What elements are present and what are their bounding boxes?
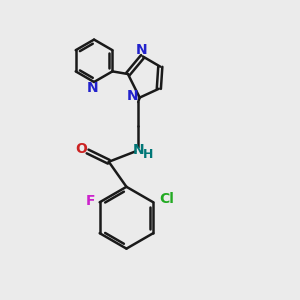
Text: F: F bbox=[86, 194, 96, 208]
Text: O: O bbox=[75, 142, 87, 156]
Text: N: N bbox=[87, 82, 98, 95]
Text: N: N bbox=[135, 43, 147, 57]
Text: N: N bbox=[132, 143, 144, 157]
Text: H: H bbox=[142, 148, 153, 161]
Text: Cl: Cl bbox=[159, 192, 174, 206]
Text: N: N bbox=[127, 89, 138, 103]
